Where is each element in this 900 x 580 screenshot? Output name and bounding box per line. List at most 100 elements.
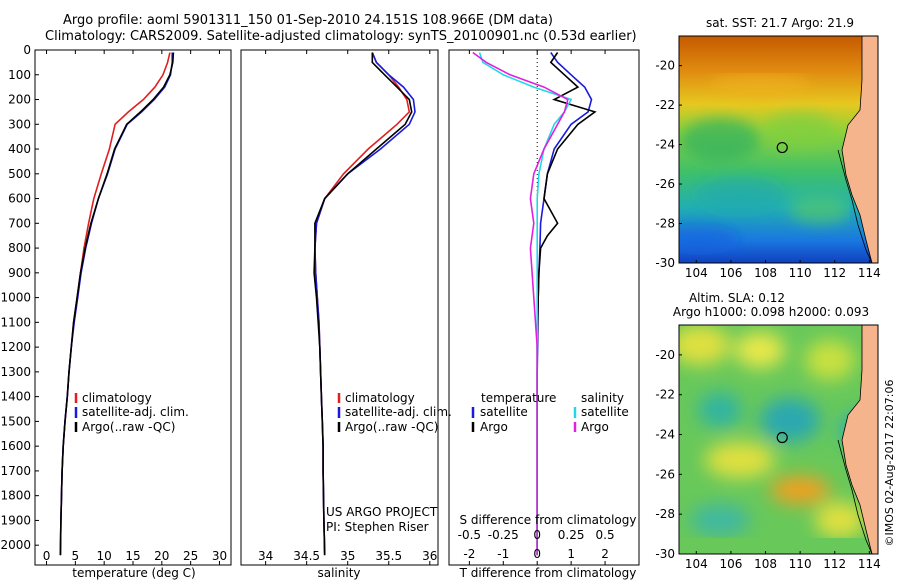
map-y-tick-label: -20 <box>655 348 675 362</box>
sla-map-frame <box>678 324 879 555</box>
map-x-tick-label: 112 <box>823 557 846 571</box>
map-y-tick-label: -28 <box>655 507 675 521</box>
x-tick-label: 30 <box>212 549 227 563</box>
legend-climatology: climatology <box>345 391 415 405</box>
map-y-tick-label: -20 <box>655 59 675 73</box>
map-x-tick-label: 104 <box>685 266 708 280</box>
legend-sal-argo: Argo <box>581 420 609 434</box>
depth-tick-label: 500 <box>8 167 31 181</box>
map-x-tick-label: 110 <box>789 557 812 571</box>
sst-float-marker <box>776 141 788 154</box>
x-tick-label: 34.5 <box>293 549 320 563</box>
difference-profiles <box>472 50 597 556</box>
sst-texture <box>679 73 850 255</box>
map-y-tick-label: -30 <box>655 256 675 270</box>
x-tick-label: 1 <box>567 547 575 561</box>
series-argo-raw-qc- <box>313 52 413 556</box>
legend-climatology: climatology <box>82 391 152 405</box>
map-x-tick-label: 114 <box>858 557 881 571</box>
sst-map-title: sat. SST: 21.7 Argo: 21.9 <box>706 16 854 30</box>
difference-legend: temperature satellite Argo salinity sate… <box>471 391 629 434</box>
map-x-tick-label: 108 <box>754 266 777 280</box>
depth-tick-label: 0 <box>23 43 31 57</box>
depth-tick-label: 2000 <box>0 538 31 552</box>
temperature-xlabel: temperature (deg C) <box>72 566 195 580</box>
depth-tick-label: 1400 <box>0 390 31 404</box>
x-tick-label: 0 <box>533 547 541 561</box>
depth-tick-label: 1600 <box>0 439 31 453</box>
depth-tick-label: 1300 <box>0 365 31 379</box>
map-y-tick-label: -22 <box>655 98 675 112</box>
legend-argo: Argo(..raw -QC) <box>82 420 175 434</box>
sst-map-ticks: 104 106 108 110 112 114 -20 -22 -24 -26 -28 -30 <box>655 59 880 280</box>
map-x-tick-label: 114 <box>858 266 881 280</box>
x2-tick-label: 0 <box>533 528 541 542</box>
depth-tick-label: 1700 <box>0 464 31 478</box>
depth-tick-label: 900 <box>8 266 31 280</box>
map-x-tick-label: 106 <box>719 266 742 280</box>
sla-map-ticks: 104 106 108 110 112 114 -20 -22 -24 -26 -28 -30 <box>655 348 880 571</box>
x-tick-label: 15 <box>125 549 140 563</box>
legend-temperature-title: temperature <box>481 391 556 405</box>
x-tick-label: 5 <box>72 549 80 563</box>
depth-tick-label: 1900 <box>0 513 31 527</box>
credit-text: ©IMOS 02-Aug-2017 22:07:06 <box>883 380 896 547</box>
sst-map <box>679 36 878 263</box>
x2-tick-label: 0.5 <box>596 528 615 542</box>
map-x-tick-label: 104 <box>685 557 708 571</box>
x-ticks: 0 5 10 15 20 25 30 34 34.5 35 35.5 36 -2 -1 0 1 2 -0.5 -0.… <box>43 50 615 565</box>
map-y-tick-label: -30 <box>655 547 675 561</box>
sst-map-frame <box>678 35 879 264</box>
x-tick-label: 0 <box>43 549 51 563</box>
depth-tick-label: 200 <box>8 93 31 107</box>
x-tick-label: 25 <box>183 549 198 563</box>
legend-salinity-title: salinity <box>581 391 624 405</box>
depth-tick-label: 800 <box>8 241 31 255</box>
pi-annotation: PI: Stephen Riser <box>326 520 429 534</box>
map-y-tick-label: -24 <box>655 428 675 442</box>
depth-tick-label: 1100 <box>0 315 31 329</box>
sst-land <box>841 36 878 263</box>
x-tick-label: -2 <box>463 547 475 561</box>
x2-tick-label: -0.5 <box>458 528 481 542</box>
map-y-tick-label: -26 <box>655 467 675 481</box>
series-argo-raw-qc- <box>59 52 175 556</box>
depth-tick-label: 1000 <box>0 291 31 305</box>
temperature-profiles <box>59 52 175 556</box>
difference-panel-frame <box>448 49 640 566</box>
sla-contour <box>837 439 873 554</box>
salinity-profiles <box>313 52 416 556</box>
legend-argo: Argo(..raw -QC) <box>345 420 438 434</box>
difference-xlabel: T difference from climatology <box>459 566 637 580</box>
difference-x2label: S difference from climatology <box>460 513 637 527</box>
salinity-panel-frame <box>240 49 439 566</box>
depth-tick-label: 600 <box>8 192 31 206</box>
map-x-tick-label: 108 <box>754 557 777 571</box>
sla-map <box>679 325 878 554</box>
depth-axis: 0 100 200 300 400 500 600 700 800 900 1000 1100 1200… <box>0 43 39 552</box>
x-tick-label: 2 <box>601 547 609 561</box>
x-tick-label: 34 <box>258 549 273 563</box>
x2-tick-label: -0.25 <box>488 528 519 542</box>
sla-float-marker <box>776 431 788 444</box>
x-tick-label: -1 <box>497 547 509 561</box>
map-y-tick-label: -28 <box>655 217 675 231</box>
map-x-tick-label: 110 <box>789 266 812 280</box>
x-tick-label: 35 <box>340 549 355 563</box>
x-tick-label: 10 <box>97 549 112 563</box>
map-x-tick-label: 112 <box>823 266 846 280</box>
x-tick-label: 36 <box>422 549 437 563</box>
depth-tick-label: 1200 <box>0 340 31 354</box>
legend-satellite: satellite-adj. clim. <box>82 405 189 419</box>
legend-sal-satellite: satellite <box>581 405 629 419</box>
depth-tick-label: 1800 <box>0 489 31 503</box>
sst-contour <box>837 149 873 263</box>
depth-tick-label: 1500 <box>0 414 31 428</box>
depth-tick-label: 700 <box>8 216 31 230</box>
figure-title-line2: Climatology: CARS2009. Satellite-adjuste… <box>45 29 637 44</box>
legend-satellite: satellite-adj. clim. <box>345 405 452 419</box>
project-annotation: US ARGO PROJECT <box>326 505 438 519</box>
sla-texture <box>679 325 878 538</box>
map-x-tick-label: 106 <box>719 557 742 571</box>
